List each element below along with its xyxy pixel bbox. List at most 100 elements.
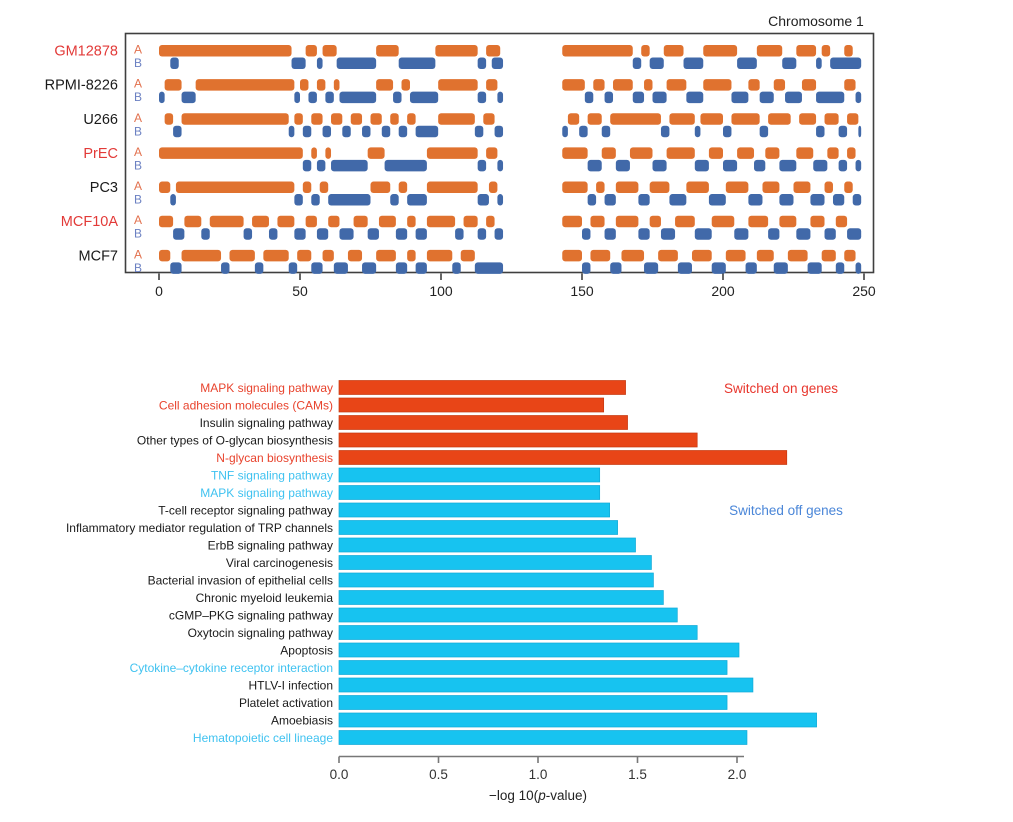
pvalue-axis: 0.0 0.5 1.0 1.5 2.0: [330, 755, 746, 782]
compartment-b-segment: [342, 125, 351, 138]
compartment-a-segment: [615, 181, 639, 194]
compartment-b-segment: [638, 194, 650, 206]
compartment-b-segment: [816, 91, 845, 104]
compartment-a-segment: [793, 181, 811, 194]
compartment-a-segment: [562, 215, 582, 228]
pathway-bars: MAPK signaling pathway Cell adhesion mole…: [66, 380, 817, 745]
compartment-a-segment: [407, 113, 416, 125]
compartment-b-segment: [316, 159, 326, 172]
compartment-a-segment: [311, 113, 323, 125]
switched-off-annotation: Switched off genes: [729, 503, 843, 518]
compartment-b-segment: [395, 262, 408, 274]
compartment-a-segment: [847, 147, 856, 159]
compartment-a-segment: [844, 79, 856, 91]
compartment-a-letter: A: [134, 179, 142, 193]
pathway-label: Cytokine–cytokine receptor interaction: [130, 661, 333, 675]
compartment-a-segment: [703, 79, 732, 91]
compartment-b-segment: [754, 159, 766, 172]
compartment-b-segment: [333, 262, 348, 274]
compartment-a-segment: [300, 79, 309, 91]
compartment-a-segment: [844, 45, 853, 57]
pathway-bar: [338, 485, 601, 500]
compartment-a-segment: [796, 45, 817, 57]
compartment-b-segment: [494, 125, 504, 138]
x-tick-label: 50: [292, 283, 308, 299]
compartment-b-segment: [810, 194, 825, 206]
cell-line-label: MCF10A: [61, 214, 119, 230]
compartment-b-segment: [830, 57, 862, 69]
compartment-b-segment: [497, 159, 504, 172]
compartment-b-segment: [398, 125, 408, 138]
compartment-a-segment: [483, 113, 495, 125]
compartment-a-segment: [426, 249, 453, 262]
compartment-b-segment: [835, 262, 845, 274]
compartment-a-segment: [463, 215, 478, 228]
pathway-label: Hematopoietic cell lineage: [193, 731, 333, 745]
x-axis-title: −log 10(p-value): [489, 788, 587, 803]
compartment-a-segment: [779, 215, 797, 228]
compartment-b-segment: [723, 125, 732, 138]
compartment-b-segment: [407, 194, 427, 206]
compartment-b-segment: [694, 159, 709, 172]
compartment-b-segment: [201, 228, 210, 240]
compartment-a-segment: [159, 181, 171, 194]
compartment-b-letter: B: [134, 56, 142, 70]
compartment-b-segment: [855, 91, 862, 104]
compartment-b-letter: B: [134, 193, 142, 207]
compartment-a-segment: [748, 215, 769, 228]
pathway-bar: [338, 660, 728, 675]
compartment-a-segment: [675, 215, 695, 228]
pathway-bar: [338, 555, 652, 570]
compartment-a-segment: [669, 113, 695, 125]
compartment-b-segment: [316, 228, 329, 240]
compartment-b-segment: [409, 91, 439, 104]
compartment-b-segment: [294, 228, 306, 240]
pathway-label: Chronic myeloid leukemia: [196, 591, 334, 605]
compartment-b-segment: [415, 262, 427, 274]
compartment-a-segment: [567, 113, 580, 125]
axis-tick-label: 1.5: [628, 767, 647, 782]
compartment-a-segment: [316, 79, 326, 91]
pathway-bar: [338, 432, 698, 448]
pathway-bar: [338, 397, 605, 413]
compartment-b-segment: [294, 91, 300, 104]
compartment-a-segment: [847, 113, 859, 125]
compartment-a-segment: [765, 147, 780, 159]
pathway-label: MAPK signaling pathway: [200, 381, 333, 395]
compartment-a-letter: A: [134, 43, 142, 57]
pathway-bar: [338, 625, 698, 640]
compartment-b-segment: [824, 228, 836, 240]
compartment-b-segment: [395, 228, 408, 240]
compartment-a-segment: [562, 249, 582, 262]
pathway-label: Inflammatory mediator regulation of TRP …: [66, 521, 333, 535]
compartment-b-segment: [694, 228, 712, 240]
compartment-a-segment: [175, 181, 295, 194]
compartment-a-segment: [181, 249, 222, 262]
pathway-label: N-glycan biosynthesis: [216, 451, 333, 465]
compartment-b-segment: [852, 194, 862, 206]
compartment-a-segment: [587, 113, 602, 125]
compartment-a-segment: [319, 181, 329, 194]
compartment-b-segment: [638, 228, 650, 240]
compartment-a-segment: [824, 181, 833, 194]
compartment-a-segment: [844, 249, 856, 262]
compartment-a-segment: [725, 249, 746, 262]
compartment-a-segment: [821, 249, 836, 262]
compartment-b-segment: [644, 262, 659, 274]
compartment-b-segment: [474, 262, 504, 274]
compartment-b-segment: [268, 228, 278, 240]
compartment-a-segment: [164, 79, 182, 91]
compartment-b-segment: [731, 91, 749, 104]
compartment-a-segment: [644, 79, 653, 91]
compartment-b-segment: [325, 91, 334, 104]
compartment-a-segment: [731, 113, 760, 125]
compartment-b-segment: [759, 125, 769, 138]
pathway-label: HTLV-I infection: [249, 678, 333, 692]
compartment-a-segment: [691, 249, 712, 262]
pathway-label: Insulin signaling pathway: [200, 416, 333, 430]
compartment-a-segment: [824, 113, 839, 125]
compartment-a-segment: [590, 215, 605, 228]
compartment-b-segment: [711, 262, 726, 274]
compartment-b-segment: [615, 159, 630, 172]
compartment-a-segment: [649, 215, 661, 228]
